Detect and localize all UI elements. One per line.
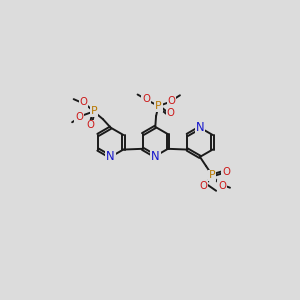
Text: O: O [80, 97, 88, 107]
Text: O: O [218, 181, 226, 191]
Text: P: P [209, 170, 216, 180]
Text: O: O [167, 96, 175, 106]
Text: O: O [199, 181, 207, 191]
Text: O: O [142, 94, 150, 104]
Text: O: O [87, 120, 94, 130]
Text: O: O [167, 108, 175, 118]
Text: P: P [90, 106, 97, 116]
Text: N: N [106, 150, 115, 164]
Text: O: O [75, 112, 83, 122]
Text: O: O [222, 167, 230, 177]
Text: P: P [155, 101, 162, 111]
Text: N: N [151, 150, 160, 163]
Text: N: N [196, 121, 204, 134]
